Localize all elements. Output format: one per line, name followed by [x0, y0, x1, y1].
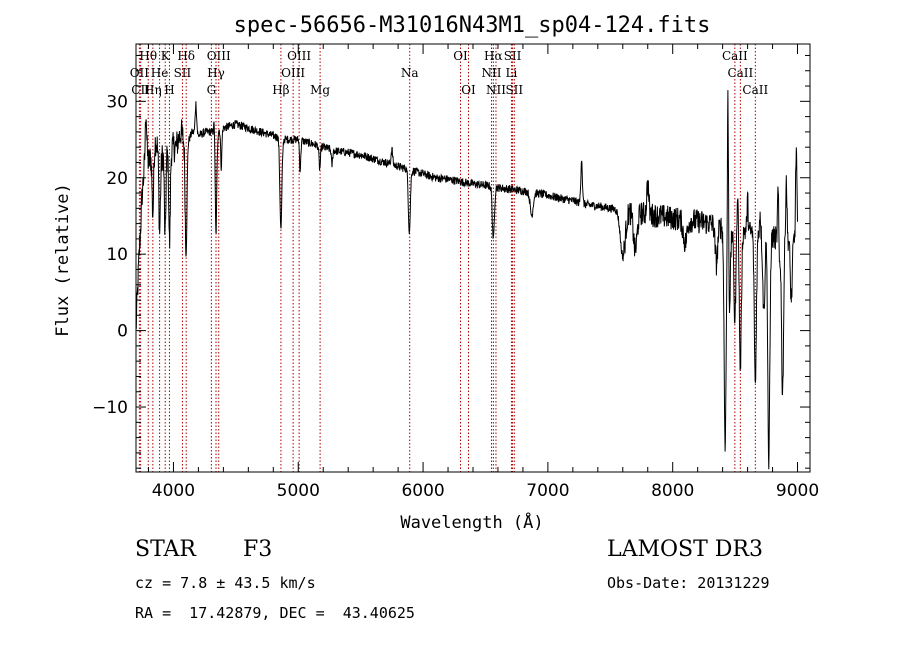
spectral-line-label: OIII — [281, 66, 305, 80]
y-axis-label: Flux (relative) — [53, 183, 73, 337]
spectral-line-label: H — [164, 83, 174, 97]
spectral-line-label: Hθ — [139, 49, 157, 63]
spectral-line-label: Hα — [484, 49, 503, 63]
x-axis-label: Wavelength (Å) — [400, 511, 543, 533]
x-tick-label: 7000 — [526, 481, 569, 501]
axis-ticks: 4000 5000 6000 7000 8000 9000 −10 0 10 20 30 — [92, 44, 819, 501]
spectral-line-label: Hδ — [177, 49, 195, 63]
spectral-line-label: OI — [461, 83, 476, 97]
spectral-line-label: Hγ — [207, 66, 225, 80]
survey-name: LAMOST DR3 — [607, 537, 763, 562]
spectral-line-label: CaII — [722, 49, 748, 63]
spectral-line-label: He — [151, 66, 169, 80]
spectral-line-label: Hβ — [272, 83, 289, 97]
y-tick-label: −10 — [92, 398, 128, 418]
spectral-line-label: CaII — [742, 83, 768, 97]
x-tick-label: 5000 — [277, 481, 320, 501]
y-tick-label: 20 — [106, 169, 128, 189]
spectrum-series — [135, 90, 798, 470]
y-tick-label: 30 — [106, 92, 128, 112]
spectral-line-label: CII — [131, 83, 150, 97]
y-tick-label: 10 — [106, 245, 128, 265]
observation-date: Obs-Date: 20131229 — [607, 574, 770, 592]
spectral-line-markers — [138, 44, 756, 472]
spectral-line-label: SII — [504, 49, 522, 63]
x-tick-label: 9000 — [776, 481, 819, 501]
sky-coordinates: RA = 17.42879, DEC = 43.40625 — [135, 604, 415, 622]
spectral-line-label: CaII — [727, 66, 753, 80]
spectral-line-label: OIII — [207, 49, 231, 63]
object-class: STAR — [135, 537, 196, 562]
x-tick-label: 6000 — [401, 481, 444, 501]
spectral-line-label: OI — [453, 49, 468, 63]
object-subclass: F3 — [243, 537, 273, 562]
spectral-line-label: G — [207, 83, 217, 97]
x-tick-label: 8000 — [651, 481, 694, 501]
spectral-line-label: NII — [486, 83, 506, 97]
spectral-line-label: SII — [174, 66, 192, 80]
spectral-line-label: NII — [481, 66, 501, 80]
y-tick-label: 0 — [117, 322, 128, 342]
spectral-line-label: Mg — [310, 83, 330, 97]
spectral-line-label: OIII — [287, 49, 311, 63]
spectral-line-label: SII — [505, 83, 523, 97]
redshift-cz: cz = 7.8 ± 43.5 km/s — [135, 574, 316, 592]
spectral-line-label: K — [161, 49, 171, 63]
spectral-line-label: OII — [130, 66, 150, 80]
x-tick-label: 4000 — [152, 481, 195, 501]
spectral-line-label: Li — [506, 66, 518, 80]
spectral-line-label: Hη — [144, 83, 162, 97]
chart-title: spec-56656-M31016N43M1_sp04-124.fits — [234, 13, 711, 38]
plot-frame — [135, 43, 811, 473]
spectrum-line — [135, 90, 798, 470]
spectral-line-label: Na — [401, 66, 419, 80]
